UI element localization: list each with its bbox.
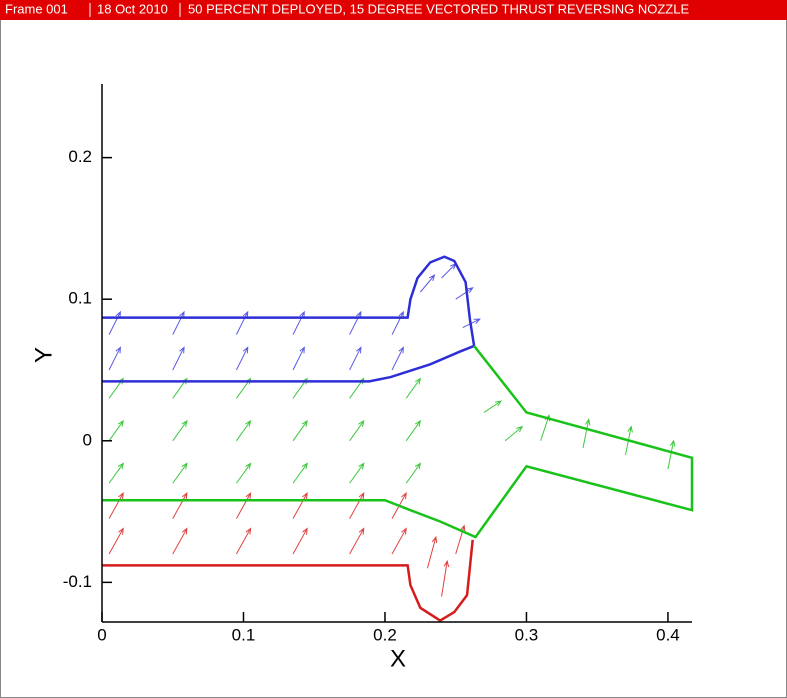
header-title: 50 PERCENT DEPLOYED, 15 DEGREE VECTORED …	[188, 1, 689, 16]
vector-arrow	[441, 559, 450, 597]
vector-arrow	[235, 527, 252, 555]
header-bar	[0, 0, 787, 20]
vector-arrow	[419, 274, 436, 293]
vector-arrow	[405, 377, 422, 399]
x-tick-label: 0.1	[232, 625, 256, 644]
y-tick-label: 0.2	[68, 147, 92, 166]
vector-arrow	[235, 492, 252, 519]
vector-arrow	[455, 287, 474, 300]
x-axis-label: X	[390, 645, 406, 672]
vector-arrow	[391, 527, 407, 555]
x-tick-label: 0.3	[515, 625, 539, 644]
vector-arrow	[349, 492, 365, 519]
vector-arrow	[349, 419, 365, 442]
vector-arrow	[235, 310, 249, 335]
vector-arrow	[172, 492, 188, 519]
vector-arrow	[172, 346, 185, 371]
vector-arrow	[292, 462, 308, 484]
boundary-line	[102, 539, 474, 623]
y-tick-label: 0	[83, 430, 92, 449]
vector-arrow	[292, 527, 308, 555]
vector-arrow	[108, 346, 121, 371]
vector-arrow	[172, 419, 188, 442]
boundary-line	[102, 255, 476, 347]
vector-arrow	[108, 527, 124, 555]
vector-arrow	[426, 535, 438, 569]
vector-arrow	[292, 492, 308, 519]
y-tick-label: -0.1	[63, 572, 92, 591]
y-tick-label: 0.1	[68, 289, 92, 308]
vector-arrow	[405, 419, 422, 442]
date-label: 18 Oct 2010	[97, 1, 168, 16]
vector-arrow	[235, 346, 249, 371]
vector-arrow	[582, 418, 591, 448]
vector-arrow	[236, 462, 252, 484]
vector-arrow	[172, 527, 188, 555]
vector-arrow	[292, 310, 305, 335]
vector-arrow	[391, 310, 404, 335]
vector-arrow	[405, 462, 422, 484]
vector-arrow	[172, 310, 185, 335]
vector-arrow	[504, 425, 524, 442]
y-axis-label: Y	[30, 347, 57, 363]
vector-arrow	[108, 492, 124, 519]
vector-arrow	[349, 527, 365, 555]
boundary-line	[102, 345, 694, 539]
frame-label: Frame 001	[5, 1, 68, 16]
vector-arrow	[108, 462, 124, 484]
vector-arrow	[349, 346, 362, 371]
vector-arrow	[108, 310, 121, 335]
vector-arrow	[349, 310, 362, 335]
vector-arrow	[292, 346, 305, 371]
x-tick-label: 0	[97, 625, 106, 644]
vector-arrow	[483, 400, 503, 413]
vector-arrow	[667, 439, 676, 470]
vector-arrow	[349, 462, 365, 484]
vector-arrow	[172, 462, 188, 484]
x-tick-label: 0.4	[656, 625, 680, 644]
boundary-line	[102, 344, 475, 383]
vector-arrow	[236, 419, 252, 442]
vector-arrow	[292, 419, 308, 442]
vector-arrow	[391, 346, 404, 371]
x-tick-label: 0.2	[373, 625, 397, 644]
vector-arrow	[108, 419, 124, 442]
